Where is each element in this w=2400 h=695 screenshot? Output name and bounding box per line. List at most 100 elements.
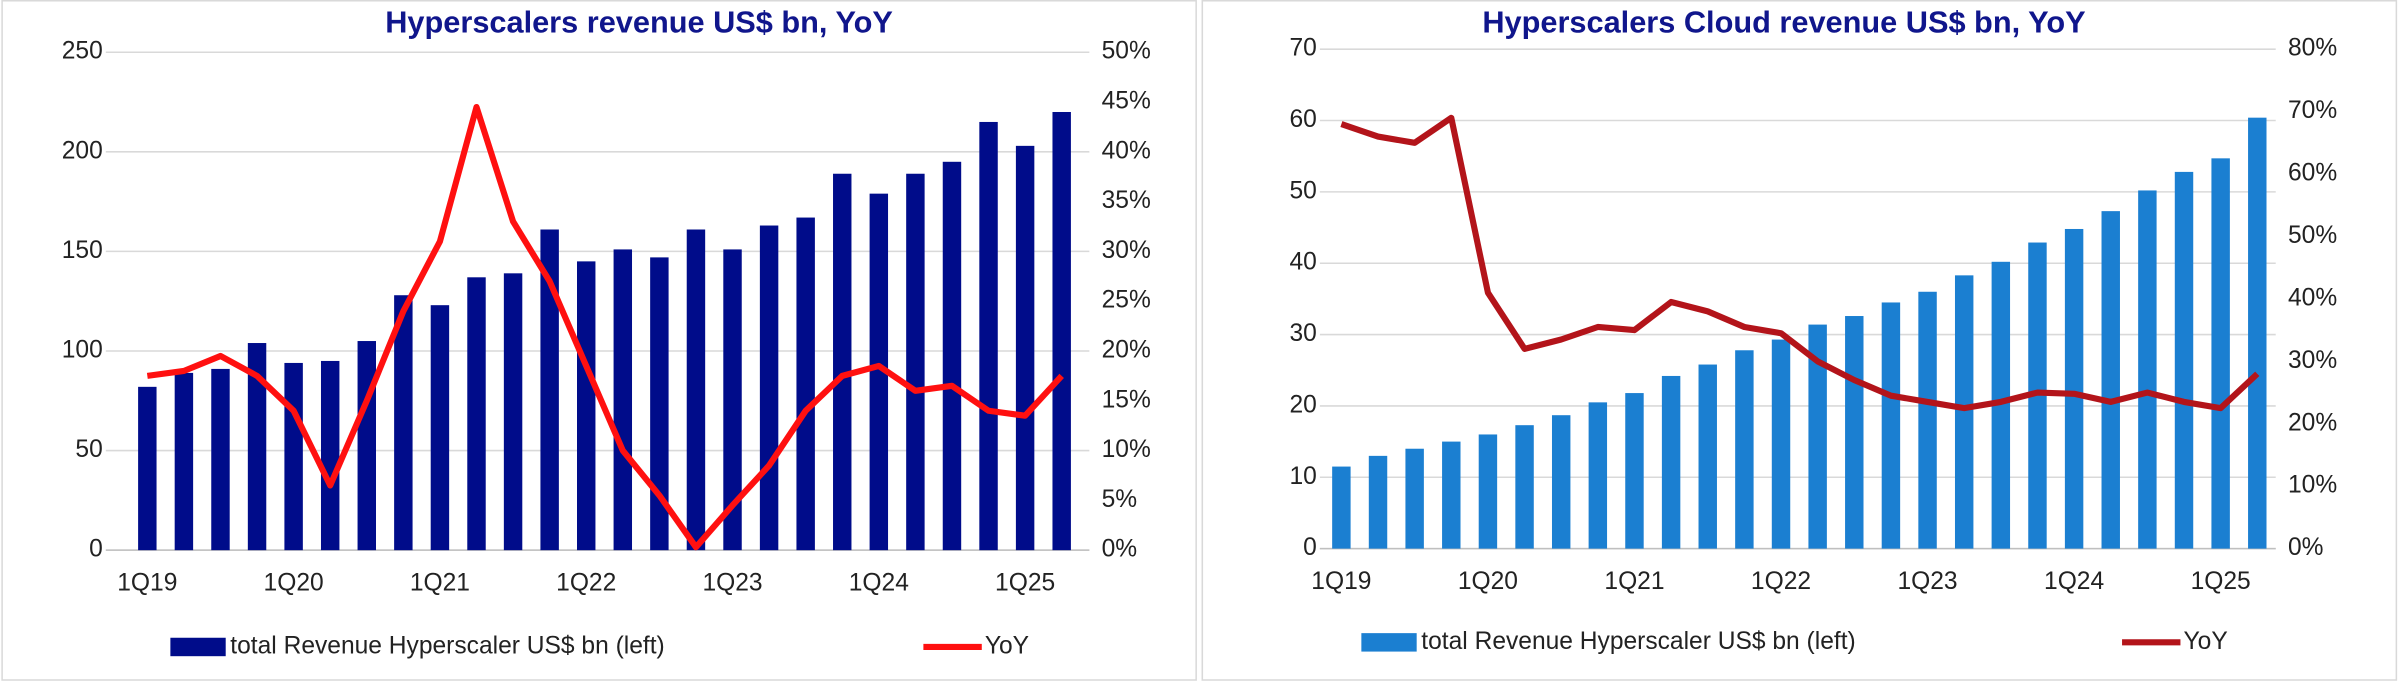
x-tick-label: 1Q20 [264, 569, 324, 596]
chart-title: Hyperscalers Cloud revenue US$ bn, YoY [1482, 5, 2085, 40]
bar [1588, 402, 1608, 549]
x-tick-label: 1Q24 [849, 569, 909, 596]
bar [1442, 441, 1461, 549]
y2-tick-label: 50% [1102, 38, 1151, 65]
y2-tick-label: 0% [2288, 534, 2324, 561]
bar [2138, 190, 2157, 549]
bar [2064, 228, 2084, 549]
y-tick-label: 250 [62, 38, 103, 65]
y-tick-label: 70 [1289, 35, 1316, 62]
bar [1015, 145, 1035, 551]
y-tick-label: 50 [75, 436, 102, 463]
bar [833, 173, 852, 551]
bar [247, 343, 267, 551]
bar [2174, 171, 2194, 549]
bar [467, 277, 486, 551]
bar [942, 161, 962, 551]
x-tick-label: 1Q19 [1311, 568, 1371, 595]
y2-tick-label: 5% [1102, 486, 1138, 513]
x-tick-label: 1Q23 [702, 569, 762, 596]
y2-tick-label: 80% [2288, 35, 2337, 62]
bar [1661, 375, 1681, 549]
bar [1808, 324, 1827, 549]
bar [1332, 466, 1351, 549]
bar [540, 229, 559, 551]
x-tick-label: 1Q25 [995, 569, 1055, 596]
y2-tick-label: 50% [2288, 222, 2337, 249]
bar [1845, 316, 1864, 549]
bar [686, 229, 706, 551]
bar [430, 305, 450, 551]
y2-tick-label: 0% [1102, 536, 1138, 563]
line [146, 103, 1064, 551]
y-tick-label: 0 [1303, 534, 1317, 561]
y2-tick-label: 40% [2288, 284, 2337, 311]
bar [284, 362, 303, 551]
bar [1052, 111, 1071, 551]
bar [869, 193, 889, 551]
legend-label: YoY [985, 632, 1029, 659]
x-tick-label: 1Q23 [1897, 568, 1957, 595]
bar [503, 273, 523, 551]
bar [211, 368, 230, 551]
bar [796, 217, 815, 551]
bar [1515, 425, 1534, 549]
legend-swatch [1361, 633, 1417, 652]
bar [2248, 117, 2267, 549]
panel-frame [1201, 0, 2398, 681]
x-tick-label: 1Q24 [2044, 568, 2104, 595]
y-tick-label: 10 [1289, 463, 1316, 490]
legend-label: YoY [2184, 628, 2228, 655]
y-tick-label: 150 [62, 237, 103, 264]
x-tick-label: 1Q19 [117, 569, 177, 596]
x-tick-label: 1Q20 [1458, 568, 1518, 595]
bar [174, 372, 194, 551]
y2-tick-label: 25% [1102, 287, 1151, 314]
bar [1625, 393, 1644, 549]
legend-label: total Revenue Hyperscaler US$ bn (left) [230, 632, 664, 659]
y2-tick-label: 40% [1102, 137, 1151, 164]
y-tick-label: 40 [1289, 249, 1316, 276]
y2-tick-label: 35% [1102, 187, 1151, 214]
y2-tick-label: 30% [2288, 347, 2337, 374]
y-tick-label: 0 [89, 536, 103, 563]
x-tick-label: 1Q22 [1751, 568, 1811, 595]
y2-tick-label: 10% [1102, 436, 1151, 463]
x-tick-label: 1Q25 [2191, 568, 2251, 595]
bar [1551, 415, 1571, 549]
bar [979, 121, 998, 551]
x-tick-label: 1Q21 [410, 569, 470, 596]
bar [1478, 434, 1498, 549]
y2-tick-label: 20% [1102, 336, 1151, 363]
bar [357, 341, 376, 551]
bar [1881, 302, 1901, 549]
bar [759, 225, 779, 551]
bar [1735, 350, 1754, 549]
bar [906, 173, 925, 551]
bar [394, 295, 413, 551]
bar [2211, 158, 2230, 549]
bar [1918, 291, 1937, 549]
bar [613, 249, 633, 551]
bar [1368, 455, 1388, 549]
bar [723, 249, 742, 551]
y2-tick-label: 60% [2288, 160, 2337, 187]
bar [2101, 211, 2120, 549]
bar [138, 386, 157, 551]
bar [1698, 364, 1717, 549]
bar [1771, 339, 1791, 549]
bar [1405, 448, 1424, 549]
y-tick-label: 50 [1289, 177, 1316, 204]
y2-tick-label: 30% [1102, 237, 1151, 264]
panel-frame [1, 0, 1197, 681]
legend-swatch [170, 637, 226, 657]
y2-tick-label: 10% [2288, 472, 2337, 499]
y2-tick-label: 70% [2288, 97, 2337, 124]
y-tick-label: 20 [1289, 391, 1316, 418]
y-tick-label: 30 [1289, 320, 1316, 347]
y2-tick-label: 20% [2288, 409, 2337, 436]
x-tick-label: 1Q21 [1604, 568, 1664, 595]
bar [1954, 275, 1974, 549]
chart-title: Hyperscalers revenue US$ bn, YoY [385, 5, 893, 40]
